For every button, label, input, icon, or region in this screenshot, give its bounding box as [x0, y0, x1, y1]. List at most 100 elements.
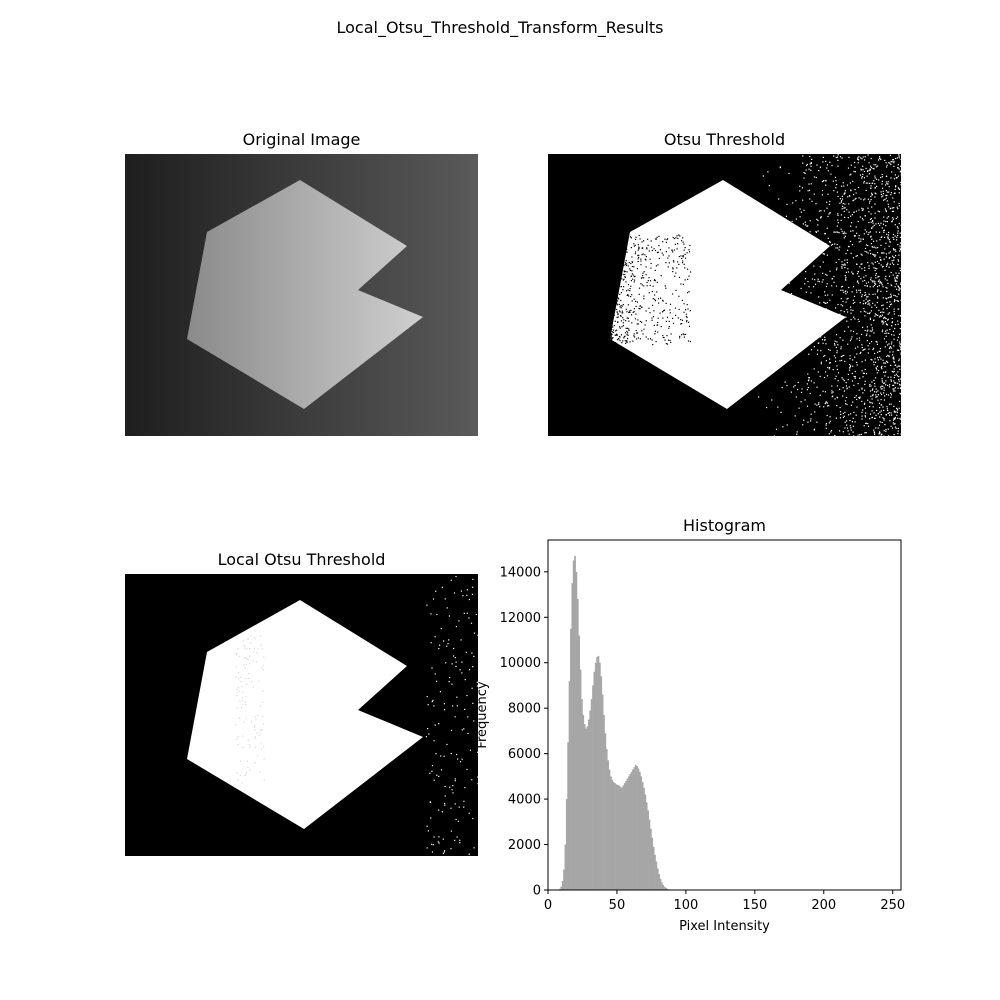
- noise-hole: [616, 316, 618, 319]
- noise-speck: [870, 324, 872, 326]
- histogram-bar: [616, 785, 619, 890]
- noise-hole: [682, 255, 684, 257]
- noise-speck: [890, 161, 892, 163]
- noise-speck: [824, 336, 826, 338]
- noise-hole: [610, 241, 612, 243]
- noise-speck: [852, 309, 854, 311]
- noise-hole: [622, 317, 624, 319]
- noise-speck: [795, 218, 797, 220]
- noise-hole: [237, 648, 239, 650]
- noise-speck: [888, 162, 890, 164]
- noise-speck: [442, 852, 444, 855]
- noise-hole: [629, 288, 631, 290]
- noise-hole: [625, 327, 627, 329]
- noise-hole: [618, 274, 620, 277]
- noise-hole: [617, 313, 619, 315]
- noise-speck: [862, 326, 864, 328]
- noise-speck: [865, 189, 867, 191]
- noise-hole: [626, 271, 628, 273]
- noise-speck: [868, 211, 870, 213]
- noise-speck: [432, 844, 434, 846]
- noise-speck: [875, 193, 877, 195]
- noise-speck: [466, 612, 468, 614]
- noise-hole: [263, 779, 265, 781]
- noise-speck: [838, 249, 840, 251]
- noise-speck: [850, 164, 852, 166]
- noise-speck: [431, 765, 434, 767]
- noise-hole: [631, 270, 633, 272]
- noise-speck: [858, 209, 860, 211]
- noise-hole: [615, 303, 617, 305]
- noise-hole: [633, 308, 635, 310]
- histogram-bar: [610, 776, 612, 890]
- histogram-bar: [650, 828, 652, 890]
- noise-speck: [887, 344, 889, 346]
- noise-speck: [852, 180, 854, 182]
- noise-speck: [822, 253, 824, 255]
- noise-speck: [846, 184, 849, 186]
- histogram-bar: [665, 887, 667, 890]
- histogram-bar: [644, 794, 647, 890]
- noise-speck: [856, 255, 858, 257]
- noise-hole: [610, 291, 612, 293]
- noise-speck: [835, 269, 838, 271]
- noise-hole: [256, 652, 258, 654]
- noise-speck: [829, 299, 831, 301]
- noise-hole: [619, 326, 621, 328]
- noise-speck: [826, 207, 828, 209]
- noise-speck: [438, 842, 440, 844]
- noise-speck: [885, 256, 887, 258]
- noise-speck: [829, 362, 831, 364]
- noise-hole: [658, 245, 660, 247]
- noise-hole: [613, 247, 615, 249]
- noise-hole: [626, 333, 628, 336]
- noise-hole: [654, 298, 656, 301]
- noise-speck: [457, 758, 459, 760]
- noise-speck: [863, 300, 865, 302]
- noise-hole: [236, 707, 238, 709]
- noise-speck: [879, 421, 881, 423]
- noise-hole: [610, 293, 612, 295]
- y-tick-label: 8000: [508, 702, 541, 717]
- noise-speck: [820, 350, 822, 352]
- noise-hole: [614, 279, 616, 281]
- noise-speck: [890, 380, 892, 382]
- noise-speck: [841, 355, 843, 357]
- noise-speck: [885, 265, 888, 267]
- otsu-threshold-title: Otsu Threshold: [663, 130, 786, 149]
- noise-hole: [682, 256, 684, 258]
- noise-hole: [645, 310, 647, 312]
- noise-speck: [839, 198, 841, 200]
- noise-hole: [621, 252, 623, 254]
- noise-hole: [614, 282, 617, 284]
- noise-speck: [893, 308, 895, 310]
- noise-hole: [622, 279, 624, 281]
- noise-hole: [687, 340, 690, 342]
- noise-speck: [824, 339, 826, 341]
- noise-speck: [843, 415, 845, 417]
- noise-speck: [850, 404, 852, 406]
- noise-hole: [610, 309, 612, 311]
- noise-speck: [807, 380, 810, 382]
- noise-speck: [822, 279, 824, 281]
- noise-hole: [239, 700, 241, 702]
- noise-hole: [639, 308, 641, 310]
- noise-speck: [877, 357, 879, 359]
- noise-speck: [868, 265, 870, 267]
- noise-hole: [611, 268, 613, 270]
- noise-speck: [887, 319, 889, 321]
- noise-speck: [862, 392, 864, 394]
- noise-speck: [857, 434, 859, 436]
- noise-speck: [881, 180, 883, 182]
- noise-speck: [866, 326, 868, 328]
- noise-hole: [657, 317, 659, 319]
- noise-speck: [859, 266, 861, 268]
- noise-speck: [887, 428, 889, 430]
- noise-hole: [643, 298, 645, 300]
- local-otsu-holes: [235, 635, 265, 784]
- noise-hole: [621, 248, 623, 250]
- noise-speck: [870, 167, 872, 169]
- noise-speck: [817, 371, 819, 373]
- noise-hole: [612, 302, 614, 305]
- noise-hole: [249, 663, 251, 665]
